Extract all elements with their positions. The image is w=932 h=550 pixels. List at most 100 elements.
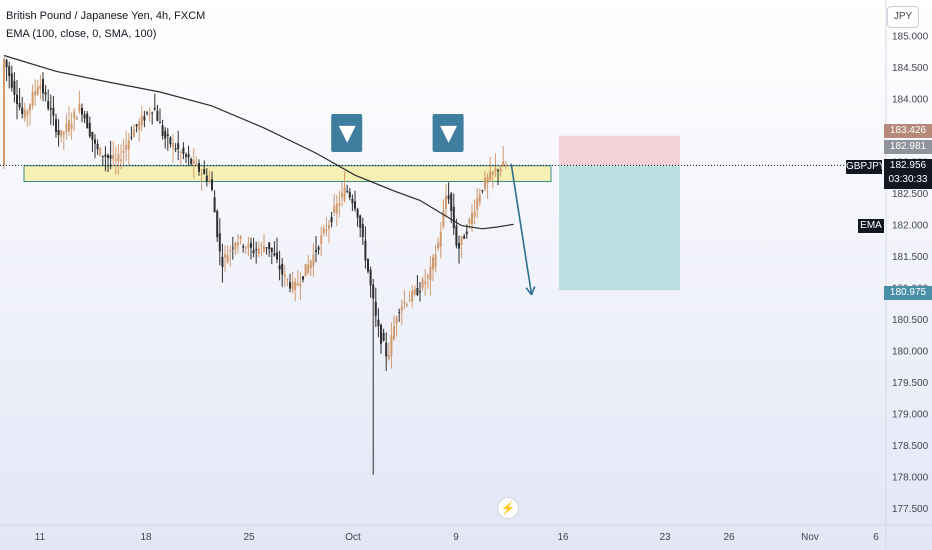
candle-body: [135, 124, 138, 127]
candle-body: [429, 266, 432, 281]
candle-body: [192, 160, 195, 164]
candle-body: [333, 205, 336, 213]
ema-line: [3, 54, 514, 230]
time-tick: 25: [243, 532, 255, 543]
candle-body: [471, 212, 473, 225]
price-tick: 179.000: [892, 410, 929, 421]
candle-body: [278, 265, 281, 270]
candle-body: [304, 264, 307, 277]
candle-body: [13, 81, 16, 95]
candle-body: [8, 66, 11, 77]
candle-body: [200, 174, 203, 176]
candle-body: [195, 163, 198, 166]
candles: [3, 56, 507, 475]
candle-body: [3, 58, 5, 166]
candle-body: [247, 244, 250, 248]
price-tick: 180.500: [892, 315, 929, 326]
sell-marker-symbol: ▼: [339, 121, 356, 146]
candle-body: [265, 247, 268, 249]
candle-body: [166, 134, 169, 136]
candle-body: [346, 190, 349, 192]
candle-body: [125, 144, 128, 150]
candle-body: [273, 253, 276, 256]
candle-body: [26, 110, 29, 115]
candle-body: [239, 236, 242, 239]
candle-body: [109, 155, 112, 159]
candle-body: [356, 209, 359, 218]
lightning-icon[interactable]: ⚡: [497, 497, 519, 519]
candle-body: [307, 264, 310, 273]
candle-body: [486, 177, 489, 184]
candle-body: [497, 170, 499, 172]
candle-body: [468, 218, 471, 224]
candle-body: [447, 195, 450, 200]
candle-body: [86, 113, 89, 129]
candle-body: [164, 130, 167, 139]
candle-body: [52, 107, 55, 116]
candle-body: [62, 132, 65, 135]
candle-body: [364, 240, 367, 261]
currency-badge[interactable]: JPY: [887, 6, 919, 28]
time-tick: 26: [723, 532, 735, 543]
candle-body: [65, 123, 68, 132]
ema-legend: EMA (100, close, 0, SMA, 100): [6, 28, 157, 40]
candle-body: [387, 354, 390, 359]
candle-body: [143, 116, 146, 121]
price-tick: 184.500: [892, 63, 929, 74]
candle-body: [120, 159, 122, 161]
candle-body: [159, 121, 161, 123]
candle-body: [174, 148, 177, 150]
candle-body: [208, 179, 211, 181]
candle-body: [234, 243, 237, 251]
candle-body: [205, 175, 208, 182]
target-top-tag: 183.426: [884, 124, 932, 138]
candle-body: [294, 281, 297, 290]
candle-body: [411, 290, 414, 302]
candle-body: [73, 111, 76, 118]
candle-body: [112, 154, 115, 160]
candle-body: [185, 154, 187, 157]
candle-body: [455, 225, 458, 246]
candle-body: [348, 191, 351, 198]
candle-body: [317, 247, 320, 250]
candle-body: [367, 259, 369, 272]
candle-body: [377, 319, 380, 327]
candle-body: [187, 153, 190, 158]
candle-body: [198, 163, 200, 172]
candle-body: [179, 151, 182, 153]
take-profit-zone: [559, 165, 680, 291]
candle-body: [421, 279, 424, 288]
candle-body: [380, 324, 382, 344]
candle-body: [330, 216, 333, 223]
candle-body: [47, 101, 50, 109]
candle-body: [138, 121, 141, 130]
candle-body: [44, 92, 47, 95]
candle-body: [302, 276, 304, 280]
candle-body: [78, 104, 81, 112]
candle-body: [283, 274, 286, 278]
candle-body: [398, 311, 401, 313]
candle-body: [127, 140, 130, 150]
candle-body: [146, 112, 148, 114]
candle-body: [211, 179, 213, 190]
price-tick: 177.500: [892, 504, 929, 515]
candle-body: [182, 147, 185, 154]
candle-body: [395, 317, 398, 324]
candle-body: [23, 109, 26, 119]
candle-body: [504, 164, 507, 167]
candle-body: [351, 198, 354, 204]
candle-body: [481, 190, 484, 192]
candle-body: [161, 125, 164, 136]
candle-body: [309, 260, 312, 269]
candle-body: [463, 235, 466, 239]
candle-body: [476, 198, 479, 210]
price-tick: 178.500: [892, 441, 929, 452]
candle-body: [133, 129, 135, 138]
candle-body: [315, 250, 317, 252]
candle-body: [458, 243, 460, 249]
candle-body: [226, 255, 229, 263]
candle-body: [153, 107, 156, 110]
candle-body: [403, 302, 406, 304]
